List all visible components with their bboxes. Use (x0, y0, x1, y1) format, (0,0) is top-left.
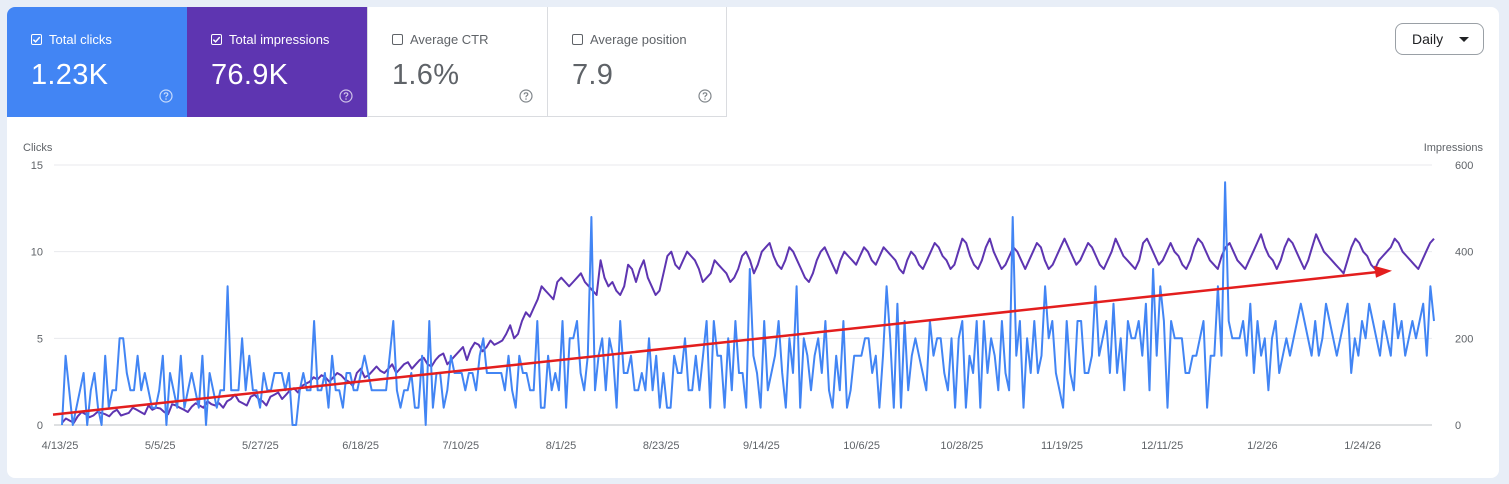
left-tick-label: 5 (37, 333, 43, 345)
left-tick-label: 15 (31, 160, 43, 172)
help-icon[interactable] (519, 89, 533, 103)
right-tick-label: 0 (1455, 420, 1461, 432)
x-tick-label: 7/10/25 (442, 440, 479, 452)
metric-label: Average position (590, 31, 687, 47)
help-icon[interactable] (698, 89, 712, 103)
left-axis-label: Clicks (23, 142, 53, 154)
x-tick-label: 11/19/25 (1041, 440, 1083, 452)
metric-card-total-impressions[interactable]: Total impressions 76.9K (187, 7, 367, 117)
right-tick-label: 200 (1455, 333, 1473, 345)
metric-card-average-ctr[interactable]: Average CTR 1.6% (367, 7, 547, 117)
x-tick-label: 10/28/25 (940, 440, 983, 452)
metric-value: 1.6% (392, 59, 460, 91)
x-tick-label: 5/5/25 (145, 440, 176, 452)
metric-label: Total impressions (229, 31, 330, 47)
x-tick-label: 6/18/25 (342, 440, 379, 452)
right-tick-label: 600 (1455, 160, 1473, 172)
help-icon[interactable] (159, 89, 173, 103)
checkbox-checked-icon[interactable] (31, 33, 42, 45)
metric-card-total-clicks[interactable]: Total clicks 1.23K (7, 7, 187, 117)
x-tick-label: 1/24/26 (1344, 440, 1381, 452)
x-tick-label: 9/14/25 (743, 440, 780, 452)
x-tick-label: 8/1/25 (546, 440, 577, 452)
clicks-series-line (61, 181, 1435, 426)
left-tick-label: 0 (37, 420, 43, 432)
x-tick-label: 5/27/25 (242, 440, 279, 452)
x-tick-label: 12/11/25 (1141, 440, 1183, 452)
granularity-dropdown[interactable]: Daily (1395, 23, 1484, 55)
granularity-label: Daily (1412, 31, 1444, 47)
checkbox-unchecked-icon[interactable] (392, 33, 403, 45)
x-tick-label: 1/2/26 (1247, 440, 1278, 452)
help-icon[interactable] (339, 89, 353, 103)
left-tick-label: 10 (31, 247, 43, 259)
x-tick-label: 10/6/25 (843, 440, 880, 452)
x-tick-label: 8/23/25 (643, 440, 680, 452)
right-tick-label: 400 (1455, 247, 1473, 259)
x-tick-label: 4/13/25 (42, 440, 79, 452)
performance-panel: Total clicks 1.23K Total impressions 76.… (7, 7, 1499, 478)
right-axis-label: Impressions (1424, 142, 1484, 154)
metric-value: 76.9K (211, 59, 289, 91)
performance-chart: Clicks Impressions 15 600 10 400 5 200 0 0 4/13/25… (23, 142, 1484, 452)
checkbox-checked-icon[interactable] (211, 33, 222, 45)
trend-arrow-line (52, 270, 1381, 416)
metric-label: Average CTR (410, 31, 489, 47)
metric-value: 1.23K (31, 59, 109, 91)
metric-card-average-position[interactable]: Average position 7.9 (547, 7, 727, 117)
checkbox-unchecked-icon[interactable] (572, 33, 583, 45)
metric-label: Total clicks (49, 31, 112, 47)
metric-value: 7.9 (572, 59, 614, 91)
trend-arrow-head (1374, 265, 1392, 278)
caret-down-icon (1459, 37, 1469, 42)
